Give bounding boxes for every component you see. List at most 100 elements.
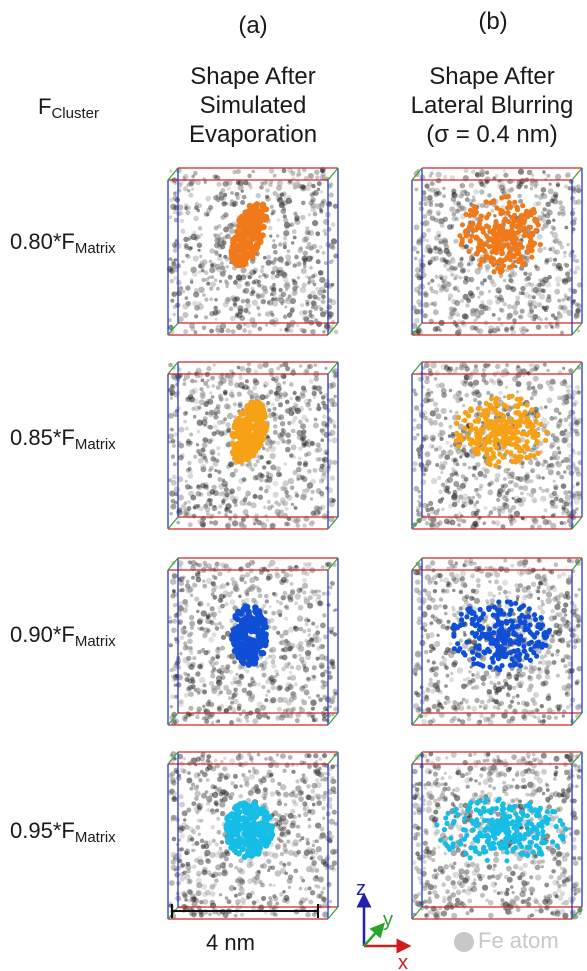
fe-atom: [200, 447, 206, 453]
cluster-atom: [489, 396, 495, 402]
fe-atom: [275, 471, 282, 478]
fe-atom: [186, 499, 192, 504]
cluster-atom: [462, 417, 468, 423]
fe-atom: [296, 434, 302, 440]
fe-atom: [211, 632, 217, 638]
cluster-atom: [469, 233, 475, 239]
fe-atom: [270, 464, 277, 471]
fe-atom: [219, 624, 225, 630]
fe-atom: [219, 703, 225, 709]
cluster-atom: [534, 219, 540, 225]
fe-atom: [431, 718, 436, 723]
fe-atom: [494, 477, 500, 483]
fe-atom: [442, 216, 448, 222]
fe-atom: [545, 296, 552, 303]
fe-atom: [242, 524, 247, 529]
fe-atom: [251, 169, 256, 174]
fe-atom: [268, 168, 275, 174]
fe-atom: [169, 278, 175, 284]
fe-atom: [572, 299, 576, 303]
fe-atom: [188, 645, 193, 651]
fe-atom: [506, 304, 513, 310]
fe-atom: [225, 664, 231, 670]
fe-atom: [268, 182, 273, 188]
fe-atom: [182, 312, 189, 318]
fe-atom: [504, 326, 509, 332]
fe-atom: [186, 396, 191, 401]
fe-atom: [512, 309, 519, 316]
fe-atom: [327, 311, 334, 318]
fe-atom: [576, 390, 581, 395]
fe-atom: [203, 563, 208, 569]
fe-atom: [240, 267, 247, 274]
fe-atom: [206, 281, 211, 286]
fe-atom: [317, 289, 324, 296]
fe-atom: [574, 431, 580, 437]
fe-atom: [481, 466, 487, 472]
atom-map-panel: [411, 361, 583, 530]
fe-atom: [280, 260, 284, 264]
fe-atom: [182, 303, 189, 310]
fe-atom: [312, 468, 318, 473]
atom-map-panel: [411, 167, 583, 336]
fe-atom: [265, 259, 272, 266]
fe-atom: [296, 587, 303, 594]
cluster-atom: [506, 435, 512, 442]
fe-atom: [220, 187, 226, 193]
fe-atom: [201, 442, 208, 448]
fe-atom: [312, 422, 319, 429]
fe-atom: [438, 218, 443, 222]
fe-atom: [443, 279, 448, 284]
fe-atom: [553, 257, 558, 262]
fe-atom: [452, 393, 459, 400]
fe-atom: [323, 669, 328, 674]
fe-atom: [311, 183, 316, 189]
fe-atom: [497, 317, 502, 321]
fe-atom: [233, 280, 238, 285]
fe-atom: [561, 401, 566, 406]
fe-atom: [182, 175, 187, 180]
fe-atom: [310, 715, 315, 719]
fe-atom: [310, 329, 316, 335]
fe-atom: [317, 511, 321, 515]
fe-atom: [284, 392, 289, 397]
fe-atom: [217, 224, 222, 229]
fe-atom: [432, 326, 439, 332]
fe-atom: [214, 263, 221, 270]
fe-atom: [206, 424, 211, 429]
fe-atom: [322, 456, 329, 463]
fe-atom: [209, 297, 214, 302]
fe-atom: [179, 651, 183, 656]
cluster-atom: [250, 625, 257, 632]
fe-atom: [558, 418, 563, 423]
fe-atom: [171, 291, 177, 298]
fe-atom: [440, 497, 445, 501]
fe-atom: [573, 185, 579, 191]
fe-atom: [450, 223, 455, 228]
fe-atom: [171, 474, 177, 480]
fe-atom: [477, 400, 482, 406]
fe-atom: [311, 274, 316, 279]
fe-atom: [278, 200, 286, 207]
fe-atom: [516, 390, 520, 394]
cluster-atom: [477, 433, 483, 439]
row-label-subscript: Matrix: [74, 436, 116, 453]
fe-atom: [171, 573, 178, 579]
fe-atom: [461, 206, 467, 212]
fe-atom: [295, 261, 302, 267]
fe-atom: [278, 297, 285, 304]
fe-atom: [293, 506, 298, 510]
fe-atom: [230, 590, 234, 594]
fe-atom: [279, 421, 286, 427]
fe-atom: [500, 493, 506, 499]
fe-atom: [191, 406, 196, 411]
cluster-atom: [234, 261, 241, 269]
fe-atom: [530, 363, 536, 368]
fe-atom: [272, 416, 278, 422]
fe-atom: [434, 250, 438, 255]
fe-atom: [262, 288, 269, 295]
fe-atom: [187, 678, 193, 684]
fe-atom: [260, 298, 266, 305]
fe-atom: [479, 203, 485, 209]
cluster-atom: [472, 447, 478, 453]
